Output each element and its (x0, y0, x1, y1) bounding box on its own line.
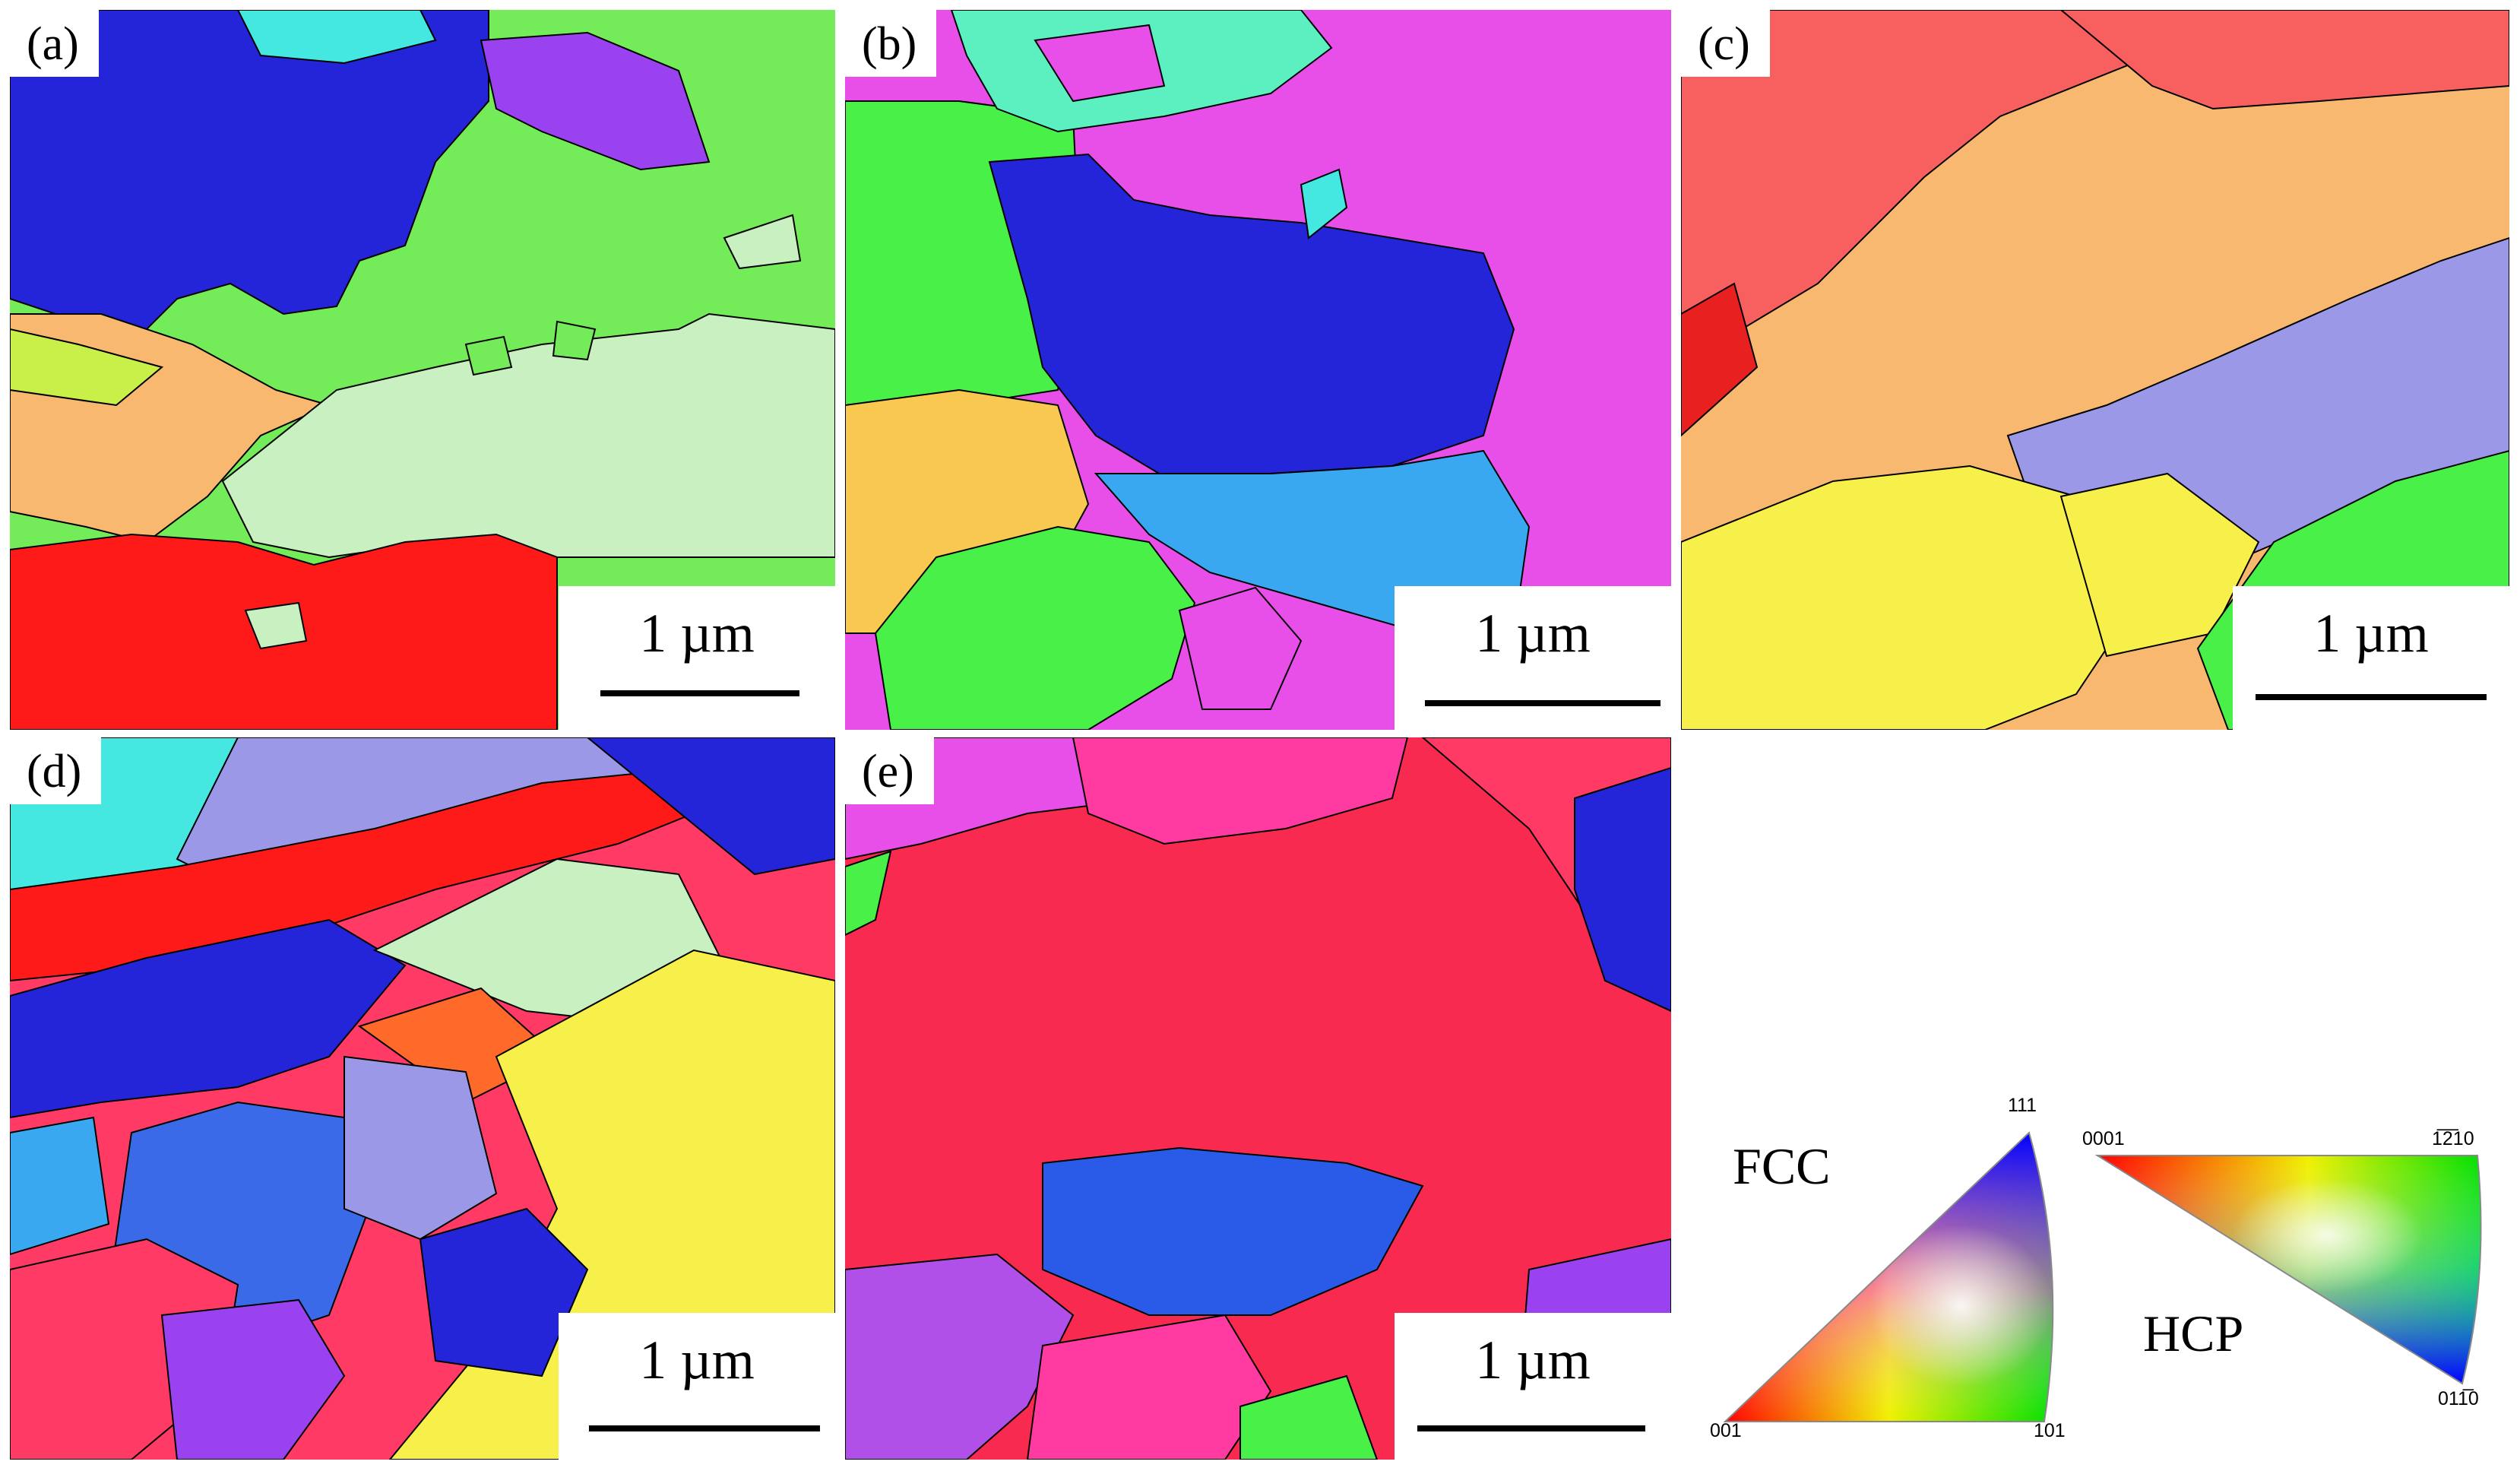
scale-bar-box: 1 µm (559, 586, 835, 730)
panel-label: (b) (845, 10, 937, 77)
ebsd-map-panel-b: (b) 1 µm (845, 10, 1671, 730)
scale-bar-box: 1 µm (1395, 1313, 1671, 1460)
panel-label: (c) (1681, 10, 1770, 77)
scale-bar (2256, 694, 2487, 700)
hcp-0110-label: 011̅0 (2438, 1388, 2479, 1409)
scale-bar-label: 1 µm (639, 603, 755, 664)
fcc-101-label: 101 (2034, 1420, 2066, 1441)
panel-label: (a) (10, 10, 99, 77)
ebsd-map-panel-e: (e) 1 µm (845, 737, 1671, 1460)
scale-bar-label: 1 µm (639, 1330, 755, 1390)
fcc-111-label: 111 (2008, 1095, 2037, 1116)
hcp-color-triangle (2094, 1155, 2482, 1385)
ebsd-map-panel-a: (a) 1 µm (10, 10, 835, 730)
fcc-color-triangle (1723, 1131, 2054, 1422)
scale-bar (1417, 1425, 1645, 1431)
scale-bar-box: 1 µm (1395, 586, 1671, 730)
scale-bar-box: 1 µm (2233, 586, 2509, 730)
fcc-label: FCC (1733, 1137, 1831, 1195)
ebsd-map-panel-c: (c) 1 µm (1681, 10, 2509, 730)
panel-label: (d) (10, 737, 102, 804)
ebsd-map-d-image (10, 737, 835, 1460)
fcc-001-label: 001 (1710, 1420, 1742, 1441)
hcp-0001-label: 0001 (2082, 1128, 2125, 1149)
scale-bar-label: 1 µm (1475, 603, 1591, 664)
ebsd-map-panel-d: (d) 1 µm (10, 737, 835, 1460)
scale-bar-label: 1 µm (2313, 603, 2429, 664)
hcp-ipf-legend: 0001 1̅2̅10 011̅0 HCP (2075, 1125, 2500, 1429)
fcc-ipf-legend: FCC 111 001 101 (1695, 1095, 2090, 1444)
ebsd-map-a-image (10, 10, 835, 730)
ebsd-map-b-image (845, 10, 1671, 730)
hcp-label: HCP (2143, 1305, 2244, 1362)
scale-bar (600, 690, 799, 696)
scale-bar (1425, 700, 1660, 706)
hcp-1210-label: 1̅2̅10 (2432, 1128, 2474, 1149)
scale-bar (589, 1425, 820, 1431)
scale-bar-label: 1 µm (1475, 1330, 1591, 1390)
panel-label: (e) (845, 737, 934, 804)
scale-bar-box: 1 µm (559, 1313, 835, 1460)
